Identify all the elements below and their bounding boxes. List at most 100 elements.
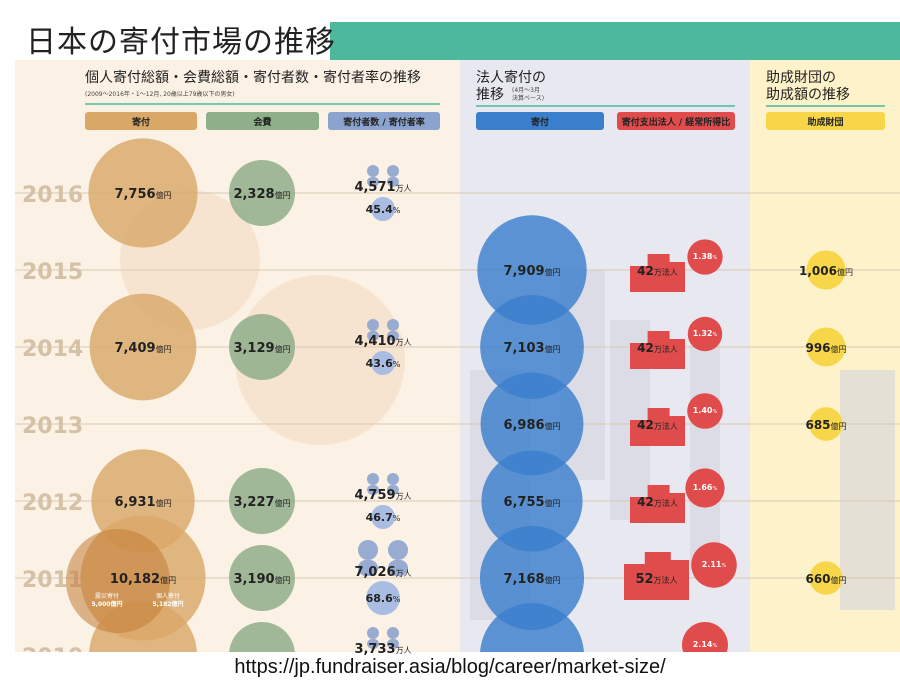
membership-value: 3,129億円 xyxy=(233,341,290,356)
membership-bubble xyxy=(229,622,295,652)
corporate-building-icon xyxy=(667,416,685,446)
donor-figure-icon xyxy=(387,165,399,177)
donor-count-value: 4,410万人 xyxy=(354,334,411,349)
corporate-rate-bubble xyxy=(687,393,723,429)
donation-bubble xyxy=(88,138,198,248)
foundation-bubble xyxy=(806,250,846,290)
corporate-building-icon xyxy=(647,485,670,523)
foundation-bubble xyxy=(809,561,843,595)
corporate-building-icon xyxy=(644,552,671,600)
corporate-building-icon xyxy=(667,493,685,523)
breakdown-value: 5,000億円 xyxy=(92,600,123,608)
donor-figure-icon xyxy=(387,331,399,341)
donor-rate-bubble xyxy=(371,197,395,221)
corporate-section-title-line1: 法人寄付の xyxy=(476,69,546,86)
corporate-count-value: 42万法人 xyxy=(637,418,678,432)
title-box xyxy=(15,22,330,64)
corporate-rate-bubble xyxy=(687,239,723,275)
corporate-count-value: 52万法人 xyxy=(635,572,677,587)
year-label: 2012 xyxy=(22,491,83,516)
corporate-building-icon xyxy=(668,560,689,600)
corporate-building-icon xyxy=(630,497,650,523)
individual-section-title: 個人寄付総額・会費総額・寄付者数・寄付者率の推移 xyxy=(85,69,421,86)
corporate-count-value: 42万法人 xyxy=(637,264,678,278)
disaster-donation-bubble xyxy=(66,529,170,633)
donor-figure-icon xyxy=(387,177,399,187)
corporate-value: 7,909億円 xyxy=(503,264,560,279)
column-header-donors: 寄付者数 / 寄付者率 xyxy=(343,116,425,128)
donor-count-value: 7,026万人 xyxy=(354,565,411,580)
corporate-section-subtitle-line2: 決算ベース) xyxy=(512,94,544,102)
background-building xyxy=(840,370,895,610)
column-header-membership-bg xyxy=(206,112,319,130)
background-building xyxy=(690,330,720,570)
corporate-building-icon xyxy=(630,343,650,369)
membership-bubble xyxy=(229,468,295,534)
column-header-corporate-bg xyxy=(476,112,604,130)
corporate-bubble xyxy=(481,450,583,552)
donor-rate-bubble xyxy=(371,351,395,375)
donation-bubble xyxy=(89,293,197,401)
donor-figure-icon xyxy=(367,627,379,639)
column-header-corporate: 寄付 xyxy=(531,116,549,128)
donor-rate-value: 45.4% xyxy=(366,203,401,216)
donor-rate-value: 68.6% xyxy=(366,592,401,605)
donor-figure-icon xyxy=(367,331,379,341)
foundation-bubble xyxy=(806,327,846,367)
breakdown-value: 5,182億円 xyxy=(153,600,184,608)
donation-value: 7,409億円 xyxy=(114,341,171,356)
corporate-building-icon xyxy=(647,331,670,369)
corporate-bubble xyxy=(477,215,587,325)
corporate-bubble xyxy=(480,603,584,652)
donor-count-value: 4,571万人 xyxy=(354,180,411,195)
donor-figure-icon xyxy=(388,540,408,560)
column-header-membership: 会費 xyxy=(253,116,271,128)
corporate-bubble xyxy=(480,295,584,399)
corporate-bubble xyxy=(480,372,584,476)
year-label: 2015 xyxy=(22,260,83,285)
foundation-value: 685億円 xyxy=(805,418,846,432)
membership-bubble xyxy=(229,545,295,611)
donor-figure-icon xyxy=(387,627,399,639)
column-header-foundation: 助成財団 xyxy=(807,116,843,128)
donor-rate-value: 46.7% xyxy=(366,511,401,524)
membership-value: 3,190億円 xyxy=(233,572,290,587)
corporate-building-icon xyxy=(624,564,647,600)
corporate-bubble xyxy=(479,525,585,631)
corporate-building-icon xyxy=(630,266,650,292)
membership-value: 2,328億円 xyxy=(233,187,290,202)
donor-rate-value: 43.6% xyxy=(366,357,401,370)
corporate-rate-value: 1.38% xyxy=(693,252,718,261)
donation-value: 7,756億円 xyxy=(114,187,171,202)
donor-figure-icon xyxy=(367,485,379,495)
year-label: 2013 xyxy=(22,414,83,439)
column-header-donation: 寄付 xyxy=(132,116,150,128)
membership-value: 3,227億円 xyxy=(233,495,290,510)
year-label: 2016 xyxy=(22,183,83,208)
donor-figure-icon xyxy=(387,473,399,485)
membership-bubble xyxy=(229,314,295,380)
foundation-section-title-line2: 助成額の推移 xyxy=(766,87,850,103)
individual-section-subtitle: (2009～2016年・1～12月, 20歳以上79歳以下の男女) xyxy=(85,90,235,98)
donor-rate-bubble xyxy=(371,505,395,529)
donation-value: 6,931億円 xyxy=(114,495,171,510)
corporate-rate-value: 2.14% xyxy=(693,640,718,649)
donor-figure-icon xyxy=(387,319,399,331)
corporate-rate-bubble xyxy=(691,542,737,588)
donor-figure-icon xyxy=(367,165,379,177)
donor-count-value: 4,759万人 xyxy=(354,488,411,503)
corporate-rate-bubble xyxy=(687,316,723,352)
donor-figure-icon xyxy=(388,560,408,576)
donor-rate-bubble xyxy=(366,581,400,615)
year-label: 2014 xyxy=(22,337,83,362)
column-header-corporate-rate: 寄付支出法人 / 経常所得比 xyxy=(622,116,731,128)
corporate-count-value: 42万法人 xyxy=(637,495,678,509)
corporate-value: 7,168億円 xyxy=(503,572,560,587)
corporate-building-icon xyxy=(647,254,670,292)
background-figure xyxy=(235,275,405,445)
donor-figure-icon xyxy=(387,639,399,649)
membership-bubble xyxy=(229,160,295,226)
source-url: https://jp.fundraiser.asia/blog/career/m… xyxy=(234,656,666,678)
corporate-rate-bubble xyxy=(685,468,725,508)
